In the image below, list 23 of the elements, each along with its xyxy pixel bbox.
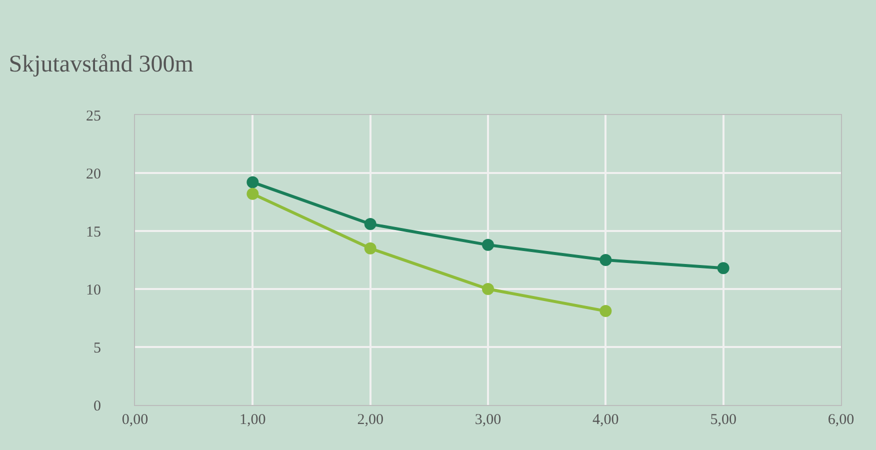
point (364, 218, 376, 230)
x-tick-label: 0,00 (122, 412, 148, 428)
chart-title: Skjutavstånd 300m (8, 51, 194, 78)
point (600, 305, 612, 318)
y-tick-label: 0 (94, 398, 101, 414)
y-tick-label: 5 (94, 340, 101, 356)
point (482, 283, 494, 295)
point (246, 188, 259, 200)
point (364, 242, 376, 254)
point (717, 262, 730, 274)
x-tick-label: 1,00 (240, 412, 266, 428)
point (246, 176, 259, 188)
point (600, 254, 612, 266)
y-tick-label: 15 (86, 224, 101, 240)
y-tick-label: 20 (86, 166, 101, 182)
y-tick-label: 10 (86, 282, 101, 298)
x-tick-label: 6,00 (828, 412, 854, 428)
x-tick-label: 4,00 (592, 412, 619, 428)
y-tick-label: 25 (86, 108, 101, 124)
x-tick-label: 5,00 (710, 412, 736, 428)
point (482, 238, 494, 251)
x-tick-label: 3,00 (474, 412, 502, 428)
x-tick-label: 2,00 (357, 412, 384, 428)
